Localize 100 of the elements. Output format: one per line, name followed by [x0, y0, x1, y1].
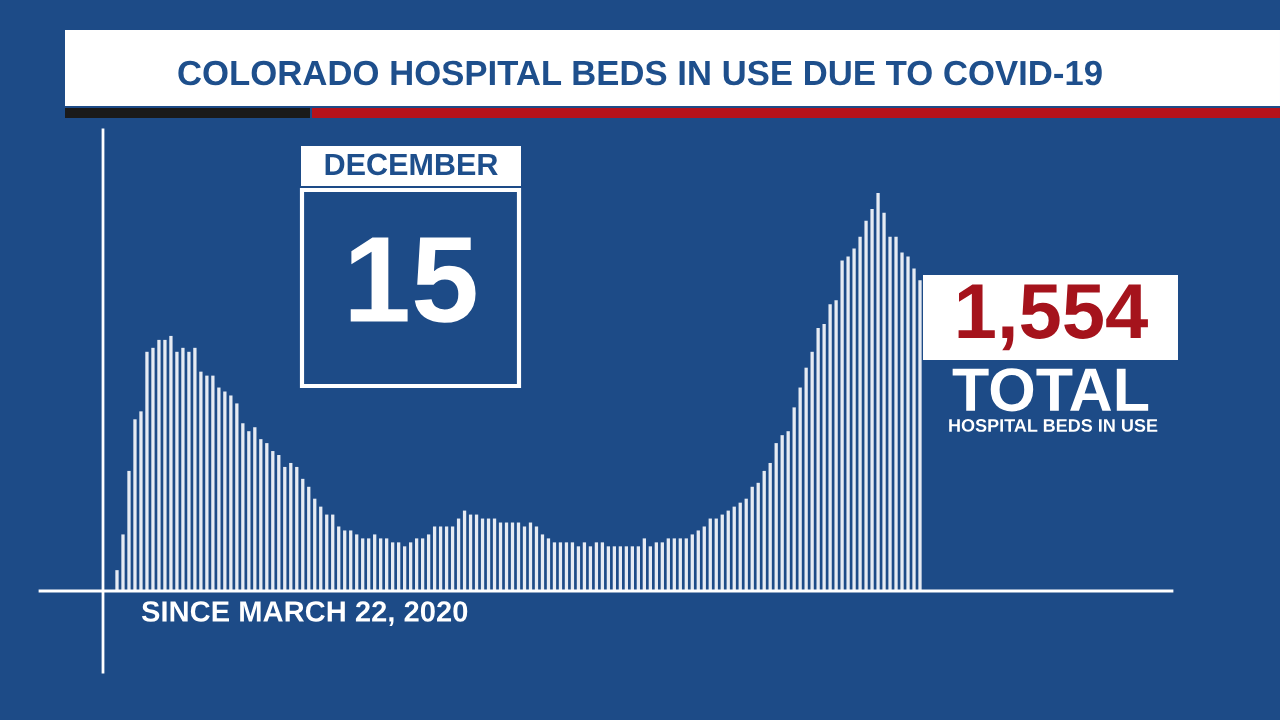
- bar: [337, 526, 341, 590]
- bar: [546, 538, 551, 590]
- bar: [247, 431, 251, 590]
- bar: [564, 542, 569, 590]
- bar: [456, 518, 461, 590]
- bar: [486, 518, 491, 590]
- bar: [606, 546, 611, 590]
- bar: [600, 542, 605, 590]
- bar: [205, 375, 209, 590]
- bar: [714, 518, 718, 590]
- text: 1,554: [958, 284, 1148, 351]
- bar: [211, 375, 215, 590]
- chart-title: COLORADO HOSPITAL BEDS IN USE DUE TO COVID-19: [178, 60, 1102, 86]
- text: TOTAL: [952, 368, 1149, 412]
- bar: [271, 451, 275, 590]
- bar: [438, 526, 443, 590]
- bar: [474, 514, 479, 590]
- bar: [528, 522, 533, 590]
- bar: [361, 538, 365, 590]
- bar: [373, 534, 377, 590]
- bar: [852, 248, 856, 590]
- bar: [265, 443, 269, 590]
- bar: [397, 542, 401, 590]
- bar: [774, 443, 778, 590]
- bar: [480, 518, 485, 590]
- bar: [786, 431, 790, 590]
- bar: [283, 466, 287, 590]
- bar: [289, 462, 293, 590]
- bar: [888, 236, 892, 590]
- bar: [792, 407, 796, 590]
- bar: [900, 252, 904, 590]
- bar: [756, 482, 760, 590]
- bar: [199, 371, 203, 590]
- bar: [834, 300, 838, 590]
- bar: [612, 546, 617, 590]
- bar: [690, 534, 694, 590]
- bar: [708, 518, 712, 590]
- bar: [552, 542, 557, 590]
- bar: [408, 542, 413, 590]
- bar: [163, 339, 167, 590]
- bar: [151, 347, 155, 590]
- text: SINCE MARCH 22, 2020: [141, 601, 468, 627]
- bar: [187, 351, 191, 590]
- bar: [115, 570, 119, 590]
- bar: [343, 530, 347, 590]
- bar: [648, 546, 652, 590]
- bar: [139, 411, 143, 590]
- bar: [516, 522, 521, 590]
- bar: [504, 522, 509, 590]
- bar: [720, 514, 724, 590]
- bar: [534, 526, 539, 590]
- bar: [229, 395, 233, 590]
- bar: [355, 534, 359, 590]
- bar: [301, 478, 305, 590]
- bar: [732, 506, 736, 590]
- bar: [253, 427, 257, 590]
- bar: [367, 538, 371, 590]
- bar: [816, 327, 820, 590]
- bar: [379, 538, 383, 590]
- bar: [846, 256, 850, 590]
- bar: [468, 514, 473, 590]
- bar: [858, 236, 862, 590]
- bar: [738, 502, 742, 590]
- bar: [570, 542, 575, 590]
- bar: [385, 538, 389, 590]
- bar: [894, 236, 898, 590]
- bar: [121, 534, 125, 590]
- bar: [492, 518, 497, 590]
- bar: [726, 510, 730, 590]
- bar: [313, 498, 317, 590]
- bar: [450, 526, 455, 590]
- bar: [325, 514, 329, 590]
- bar: [684, 538, 688, 590]
- bar: [462, 510, 467, 590]
- bar: [798, 387, 802, 590]
- text: HOSPITAL BEDS IN USE: [949, 419, 1158, 432]
- bar: [780, 435, 784, 590]
- bar: [744, 498, 748, 590]
- bar: [636, 546, 640, 590]
- bar: [145, 351, 149, 590]
- bar: [582, 542, 587, 590]
- bar: [558, 542, 563, 590]
- bar: [510, 522, 515, 590]
- bar: [906, 256, 910, 590]
- bar: [127, 470, 131, 590]
- bar: [331, 514, 335, 590]
- bar: [822, 324, 826, 590]
- bar: [259, 439, 263, 590]
- bar: [277, 455, 281, 590]
- bar: [432, 526, 437, 590]
- bar: [768, 462, 772, 590]
- bar: [133, 419, 137, 590]
- bar: [193, 347, 197, 590]
- bar: [918, 280, 922, 590]
- bar: [498, 522, 503, 590]
- bar: [420, 538, 425, 590]
- bar: [864, 220, 868, 590]
- bar: [444, 526, 449, 590]
- bar: [642, 538, 646, 590]
- bar: [594, 542, 599, 590]
